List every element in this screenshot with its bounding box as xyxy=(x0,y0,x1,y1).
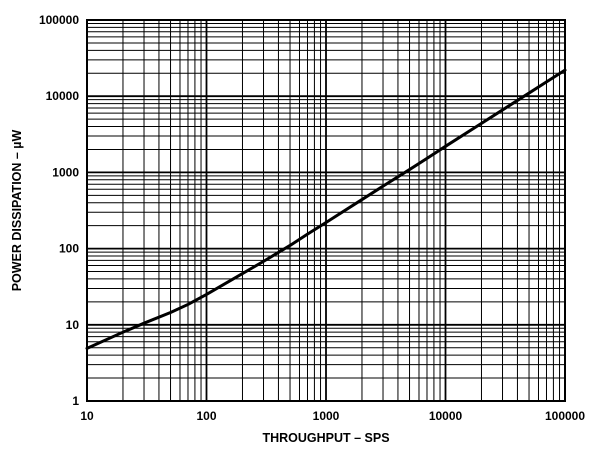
minor-grid xyxy=(87,20,565,401)
y-tick-label: 100000 xyxy=(39,13,79,27)
y-tick-label: 100 xyxy=(59,242,79,256)
plot-frame xyxy=(86,19,566,402)
x-tick-label: 100000 xyxy=(545,409,585,423)
x-tick-label: 1000 xyxy=(313,409,340,423)
y-axis-title: POWER DISSIPATION – µW xyxy=(10,129,24,291)
y-tick-label: 10000 xyxy=(46,89,80,103)
x-tick-label: 10000 xyxy=(429,409,463,423)
x-tick-label: 10 xyxy=(80,409,94,423)
y-tick-label: 10 xyxy=(66,318,80,332)
x-tick-labels: 10 100 1000 10000 100000 xyxy=(80,409,585,423)
y-tick-label: 1000 xyxy=(52,165,79,179)
power-dissipation-line xyxy=(85,68,567,350)
x-tick-label: 100 xyxy=(196,409,216,423)
x-axis-title: THROUGHPUT – SPS xyxy=(262,431,389,445)
y-tick-labels: 1 10 100 1000 10000 100000 xyxy=(39,13,79,408)
y-tick-label: 1 xyxy=(72,394,79,408)
series-layer xyxy=(85,68,567,350)
